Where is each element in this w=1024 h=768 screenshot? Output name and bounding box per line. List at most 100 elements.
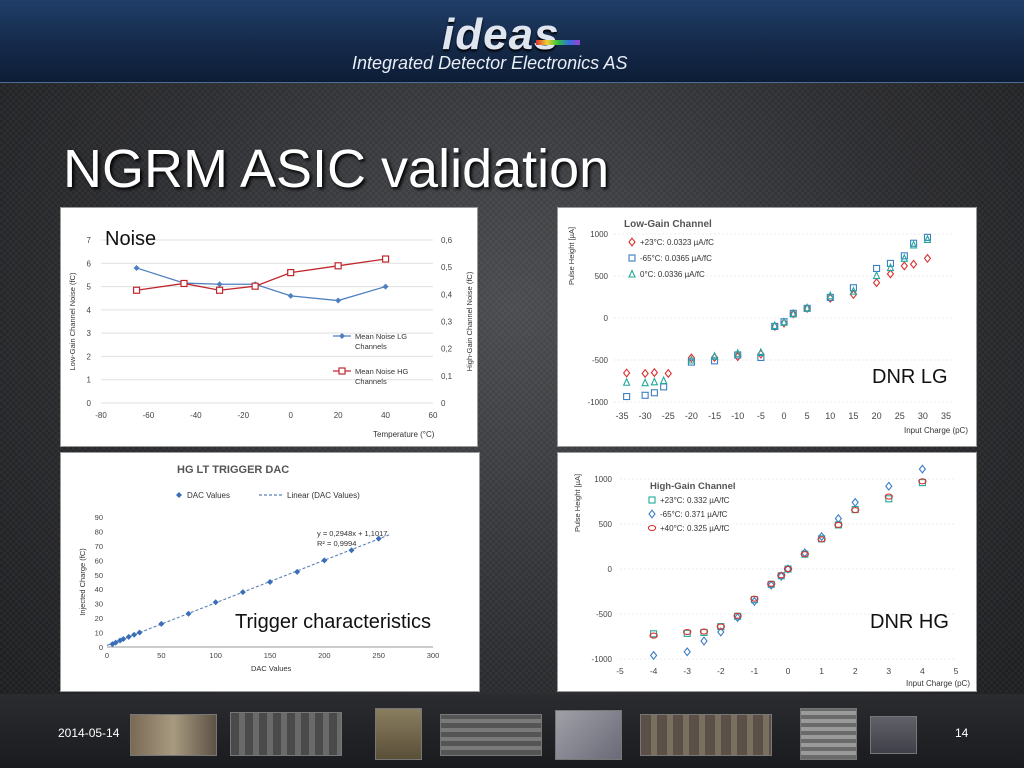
dnr-lg-label: DNR LG xyxy=(872,366,948,388)
x-axis-label: Temperature (°C) xyxy=(373,430,435,439)
fit-r-squared: R² = 0,9994 xyxy=(317,539,356,548)
data-point xyxy=(321,557,328,564)
data-point xyxy=(641,368,649,379)
y-tick-label: 60 xyxy=(95,556,103,565)
x-tick-label: -25 xyxy=(662,411,675,421)
y-tick-label: 5 xyxy=(87,283,92,292)
legend-marker xyxy=(628,237,636,247)
y-tick-label: 0 xyxy=(608,565,613,574)
data-point xyxy=(660,383,668,391)
data-point xyxy=(348,547,355,554)
x-tick-label: 2 xyxy=(853,666,858,676)
x-tick-label: 0 xyxy=(288,411,293,420)
chart-title: Low-Gain Channel xyxy=(624,219,712,230)
data-point xyxy=(834,521,843,528)
y-tick-label: 1000 xyxy=(590,230,608,239)
dnr-lg-chart-panel: -1000 -500 0 500 1000 -35 -30 -25 -20 -15 -10 -5 0 5 1… xyxy=(557,207,977,447)
data-point xyxy=(683,647,691,657)
x-tick-label: -40 xyxy=(190,411,202,420)
data-point xyxy=(112,639,119,646)
y-axis-label: Low-Gain Channel Noise (fC) xyxy=(68,272,77,370)
data-point xyxy=(885,481,893,491)
data-point xyxy=(900,252,908,260)
legend-marker xyxy=(647,524,657,532)
data-point xyxy=(239,589,246,596)
data-point xyxy=(803,303,812,312)
data-point xyxy=(649,650,658,661)
company-name: Integrated Detector Electronics AS xyxy=(352,53,628,73)
dnr-hg-chart: -1000 -500 0 500 1000 -5 -4 -3 -2 -1 0 1 2 3 4 5 Input C… xyxy=(573,464,970,688)
data-point xyxy=(767,580,776,587)
data-point xyxy=(923,233,932,241)
noise-chart-panel: 0 1 2 3 4 5 6 7 0 0,1 0,2 0,3 0,4 0,5 0,6 -80 -60 -40 -20 0… xyxy=(60,207,478,447)
x-axis-label: Input Charge (pC) xyxy=(904,426,968,435)
data-point xyxy=(212,599,219,606)
data-point xyxy=(287,292,294,299)
y-tick-label: 70 xyxy=(95,542,103,551)
data-point xyxy=(817,531,826,542)
data-point xyxy=(335,297,342,304)
legend-label: Mean Noise LG xyxy=(355,332,407,341)
data-point xyxy=(918,479,926,487)
x-tick-label: 4 xyxy=(920,666,925,676)
x-tick-label: 0 xyxy=(781,411,786,421)
y-tick-label: 0 xyxy=(87,399,92,408)
y-tick-label: 40 xyxy=(95,585,103,594)
legend-label: Mean Noise HG xyxy=(355,367,409,376)
data-point xyxy=(716,623,725,630)
x-axis-label: DAC Values xyxy=(251,664,292,673)
data-point xyxy=(733,612,742,623)
y2-tick-label: 0 xyxy=(441,399,446,408)
y-tick-label: 80 xyxy=(95,527,103,536)
legend-label: -65°C: 0.0365 µA/fC xyxy=(640,254,712,263)
data-point xyxy=(801,548,809,558)
x-tick-label: 60 xyxy=(429,411,438,420)
data-point xyxy=(849,284,857,292)
chip-image xyxy=(440,714,542,756)
data-point xyxy=(650,389,658,397)
data-point xyxy=(623,392,631,401)
x-tick-label: 20 xyxy=(334,411,343,420)
data-point xyxy=(909,259,918,269)
y-tick-label: 1 xyxy=(87,376,92,385)
y-tick-label: 90 xyxy=(95,513,103,522)
data-point xyxy=(900,261,909,271)
data-point xyxy=(789,309,797,319)
data-point xyxy=(771,322,779,330)
legend-marker xyxy=(339,333,345,339)
data-point xyxy=(834,513,843,524)
y-tick-label: 2 xyxy=(87,352,92,361)
slide-title: NGRM ASIC validation xyxy=(63,139,610,199)
logo-color-bar xyxy=(536,40,580,45)
x-tick-label: 1 xyxy=(819,666,824,676)
y-tick-label: 50 xyxy=(95,571,103,580)
legend-label: +23°C: 0.0323 µA/fC xyxy=(640,238,714,247)
x-tick-label: 300 xyxy=(427,651,440,660)
y-tick-label: 10 xyxy=(95,629,103,638)
data-point xyxy=(641,377,650,387)
data-point xyxy=(334,262,342,270)
x-tick-label: -3 xyxy=(683,666,691,676)
y-tick-label: 500 xyxy=(595,272,609,281)
data-point xyxy=(700,636,708,646)
data-point xyxy=(784,564,792,574)
data-point xyxy=(687,355,696,364)
legend-marker xyxy=(338,367,346,375)
data-point xyxy=(699,628,709,635)
data-point xyxy=(733,348,742,357)
footer-strip xyxy=(0,694,1024,768)
data-point xyxy=(849,286,858,295)
noise-chart: 0 1 2 3 4 5 6 7 0 0,1 0,2 0,3 0,4 0,5 0,6 -80 -60 -40 -20 0… xyxy=(68,236,474,439)
data-point xyxy=(683,628,692,636)
data-point xyxy=(884,493,893,500)
legend-label: Channels xyxy=(355,342,387,351)
y-axis-label: Pulse Height [µA] xyxy=(573,474,582,532)
data-point xyxy=(664,368,672,379)
data-point xyxy=(381,255,390,263)
data-point xyxy=(756,347,765,356)
chip-image xyxy=(375,708,422,760)
legend-marker xyxy=(628,254,636,262)
data-point xyxy=(710,351,719,360)
dnr-hg-chart-panel: -1000 -500 0 500 1000 -5 -4 -3 -2 -1 0 1 2 3 4 5 Input C… xyxy=(557,452,977,692)
data-point xyxy=(909,240,918,249)
